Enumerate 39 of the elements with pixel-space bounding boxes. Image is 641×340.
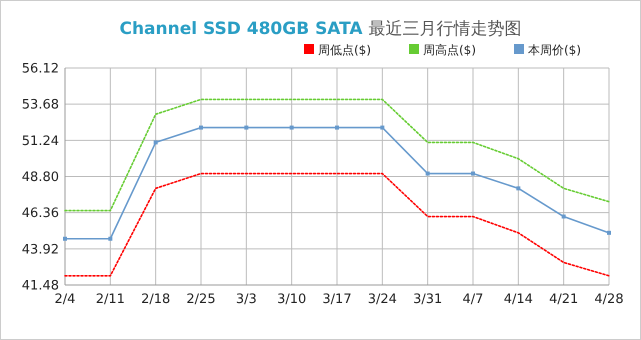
- point: [516, 186, 520, 190]
- point: [607, 230, 611, 235]
- y-tick-label: 46.36: [22, 206, 59, 222]
- x-tick-label: 3/10: [277, 292, 306, 307]
- point: [154, 140, 158, 144]
- point: [380, 126, 384, 130]
- y-tick-label: 56.12: [22, 62, 59, 77]
- x-tick-label: 4/21: [549, 292, 578, 307]
- x-tick-label: 4/28: [594, 292, 624, 307]
- y-tick-label: 53.68: [22, 98, 59, 113]
- point: [63, 236, 67, 241]
- point: [108, 236, 112, 241]
- line-series: [64, 172, 610, 277]
- x-tick-label: 4/14: [504, 292, 533, 307]
- y-tick-label: 43.92: [22, 242, 59, 258]
- x-tick-label: 2/4: [54, 292, 76, 307]
- legend-label: 本周价($): [528, 43, 581, 57]
- x-tick-label: 3/31: [413, 292, 442, 307]
- x-tick-label: 2/25: [186, 292, 216, 307]
- y-tick-label: 51.24: [22, 134, 59, 149]
- legend-label: 周低点($): [318, 43, 371, 57]
- x-tick-label: 2/11: [96, 292, 125, 307]
- y-tick-label: 48.80: [22, 170, 59, 186]
- point: [471, 172, 475, 176]
- legend-label: 周高点($): [423, 43, 476, 57]
- line-series: [64, 98, 610, 212]
- x-tick-label: 2/18: [141, 292, 170, 307]
- x-tick-label: 3/24: [368, 292, 397, 307]
- point: [426, 172, 430, 176]
- y-tick-label: 41.48: [22, 278, 59, 294]
- point: [335, 126, 339, 130]
- point: [244, 126, 248, 130]
- x-tick-label: 3/17: [322, 292, 352, 307]
- point: [290, 126, 294, 130]
- point: [199, 126, 203, 130]
- chart-title: Channel SSD 480GB SATA 最近三月行情走势图: [119, 19, 522, 39]
- point: [562, 214, 566, 219]
- x-tick-label: 3/3: [236, 292, 257, 307]
- x-tick-label: 4/7: [462, 292, 484, 307]
